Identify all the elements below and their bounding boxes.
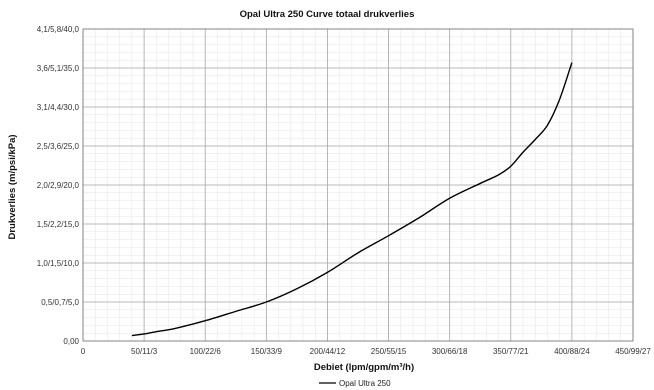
y-tick-label: 1,0/1,5/10,0 — [37, 259, 80, 268]
x-tick-label: 300/66/18 — [432, 347, 468, 356]
legend: Opal Ultra 250 — [319, 379, 391, 388]
x-tick-label: 400/88/24 — [554, 347, 590, 356]
x-tick-label: 150/33/9 — [251, 347, 283, 356]
plot-area-border — [82, 28, 634, 342]
x-axis-title: Debiet (lpm/gpm/m³/h) — [314, 362, 414, 373]
x-tick-label: 350/77/21 — [493, 347, 529, 356]
x-tick-label: 100/22/6 — [190, 347, 222, 356]
y-tick-label: 2,0/2,9/20,0 — [37, 181, 80, 190]
x-tick-label: 0 — [81, 347, 86, 356]
x-tick-label: 250/55/15 — [371, 347, 407, 356]
x-tick-label: 200/44/12 — [310, 347, 346, 356]
y-tick-label: 3,1/4,4/30,0 — [37, 103, 80, 112]
y-tick-label: 3,6/5,1/35,0 — [37, 64, 80, 73]
series-lines — [131, 62, 573, 337]
y-tick-label: 1,5/2,2/15,0 — [37, 220, 80, 229]
y-tick-label: 0,5/0,7/5,0 — [41, 298, 79, 307]
legend-label: Opal Ultra 250 — [339, 379, 391, 388]
y-tick-label: 0,00 — [63, 337, 79, 346]
series-line-opal-ultra-250 — [131, 62, 573, 337]
y-axis-title: Drukverlies (m/psi/kPa) — [7, 134, 18, 239]
y-tick-label: 2,5/3,6/25,0 — [37, 142, 80, 151]
x-axis-tick-labels: 0 50/11/3 100/22/6 150/33/9 200/44/12 250/55/… — [81, 347, 652, 356]
y-axis-tick-labels: 0,00 0,5/0,7/5,0 1,0/1,5/10,0 1,5/2,2/15,0 2… — [37, 25, 80, 346]
x-tick-label: 450/99/27 — [615, 347, 651, 356]
x-tick-label: 50/11/3 — [131, 347, 158, 356]
y-tick-label: 4,1/5,8/40,0 — [37, 25, 80, 34]
chart-title: Opal Ultra 250 Curve totaal drukverlies — [240, 9, 415, 20]
